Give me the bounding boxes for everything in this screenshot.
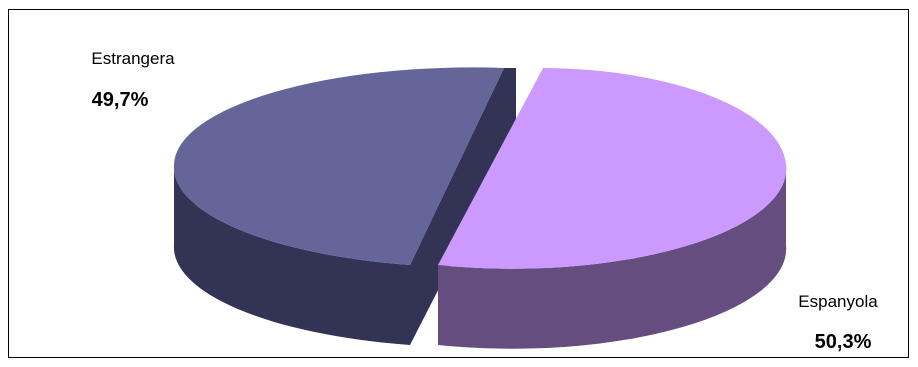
label-estrangera-value: 49,7% [92, 89, 149, 111]
slice-estrangera [173, 67, 516, 345]
label-espanyola-name: Espanyola [798, 292, 878, 311]
label-estrangera-name: Estrangera [91, 49, 175, 68]
slice-espanyola [438, 68, 787, 349]
slice-espanyola-top [438, 68, 787, 269]
slice-estrangera-cut-face [410, 68, 516, 345]
slice-estrangera-side [173, 165, 410, 345]
slice-espanyola-side [438, 165, 787, 349]
label-espanyola-value: 50,3% [815, 331, 872, 353]
slice-estrangera-top [173, 67, 505, 265]
